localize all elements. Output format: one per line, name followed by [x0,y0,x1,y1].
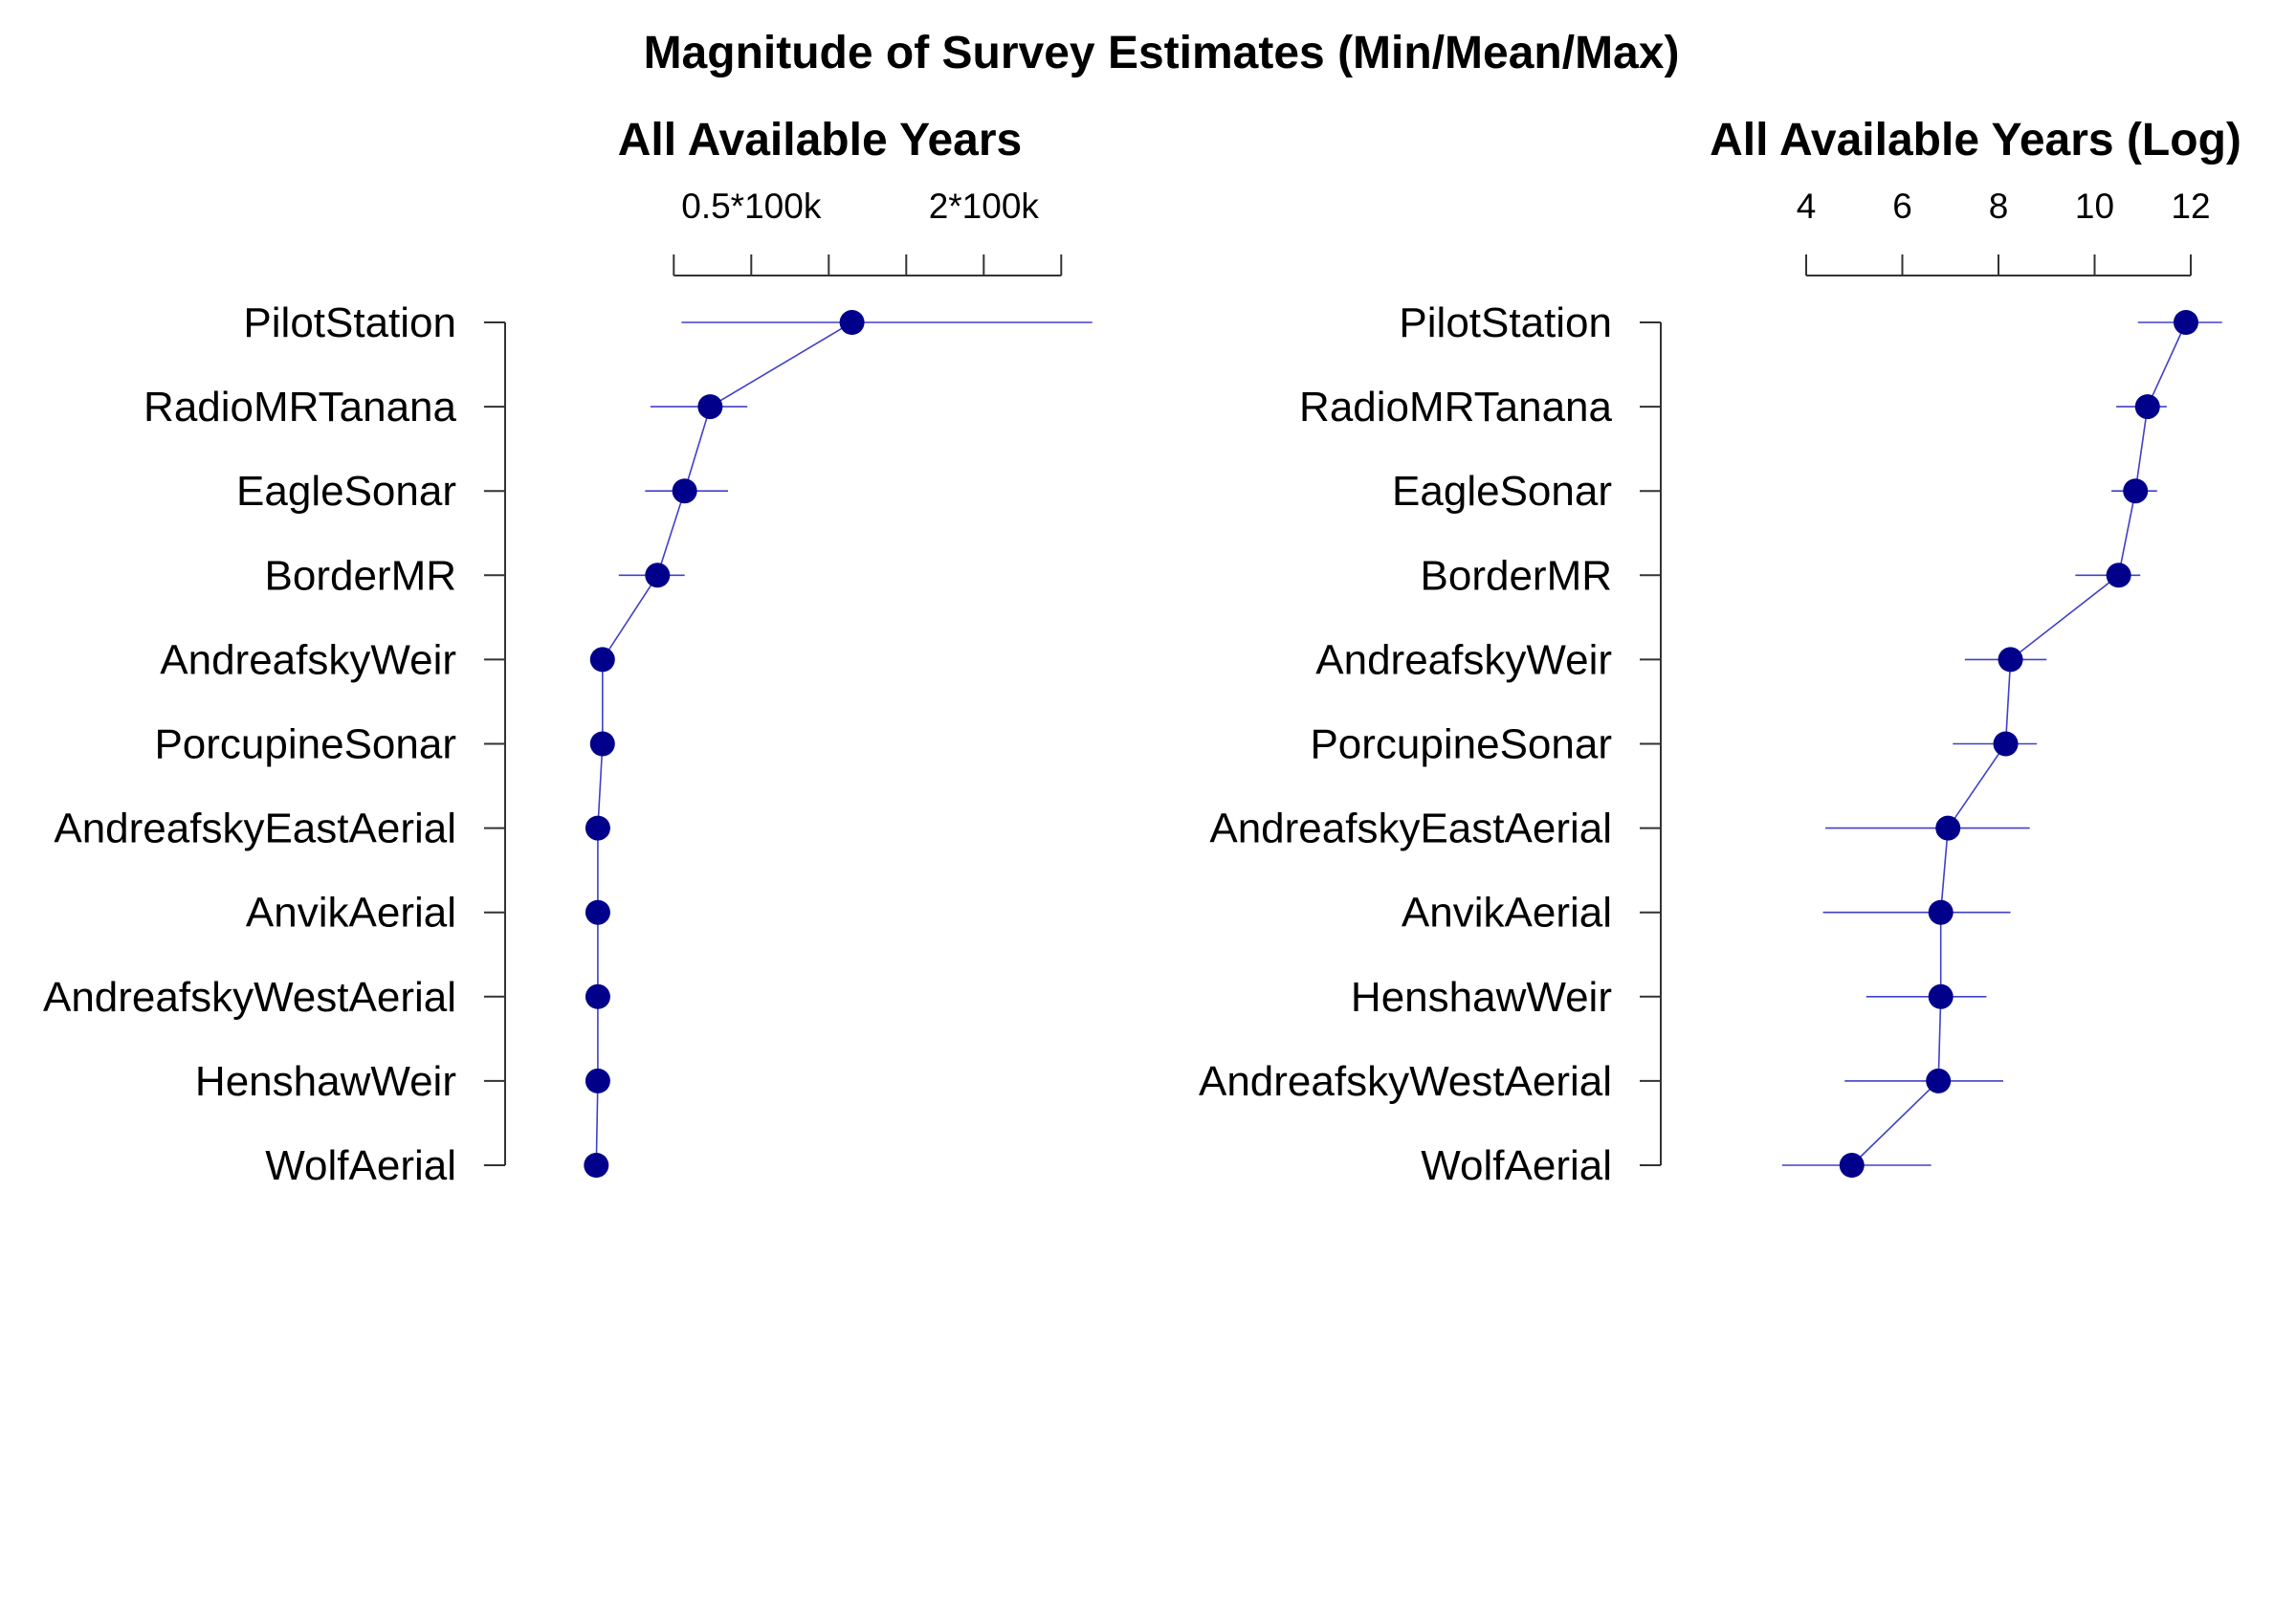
mean-point [585,1068,610,1093]
mean-point [2123,478,2149,504]
panel-title: All Available Years (Log) [1710,115,2241,166]
x-tick-label: 0.5*100k [681,187,822,226]
category-label: AndreafskyWeir [1315,636,1612,683]
category-label: PorcupineSonar [154,721,456,768]
mean-point [1935,815,1961,841]
category-label: PilotStation [243,299,456,346]
mean-point [589,647,615,673]
category-label: AndreafskyEastAerial [54,806,456,852]
mean-point [839,310,865,335]
x-tick-label: 6 [1892,187,1912,226]
mean-point [2106,563,2131,588]
category-label: AndreafskyWeir [160,636,456,683]
category-label: PorcupineSonar [1310,721,1612,768]
category-label: HenshawWeir [195,1058,456,1105]
x-tick-label: 4 [1797,187,1817,226]
mean-point [585,815,610,841]
mean-point [1993,731,2019,757]
category-label: BorderMR [265,552,457,599]
mean-point [1839,1153,1865,1178]
mean-point [585,983,610,1009]
category-label: BorderMR [1421,552,1613,599]
category-label: AnvikAerial [246,890,456,937]
category-label: PilotStation [1399,299,1612,346]
category-label: AndreafskyEastAerial [1209,806,1612,852]
mean-point [1926,1068,1952,1093]
chart-title: Magnitude of Survey Estimates (Min/Mean/… [644,28,1680,78]
panel-linear: All Available Years 0.5*100k 2*100k PilotSt… [43,115,1093,1189]
mean-point [2173,310,2198,335]
mean-point [2134,394,2160,420]
category-label: AndreafskyWestAerial [43,974,456,1021]
category-label: AndreafskyWestAerial [1199,1058,1612,1105]
x-tick-label: 2*100k [929,187,1040,226]
x-tick-label: 10 [2075,187,2114,226]
mean-point [697,394,723,420]
panel-title: All Available Years [618,115,1022,166]
mean-point [1928,899,1954,925]
x-tick-label: 8 [1989,187,2009,226]
mean-point [584,1153,609,1178]
category-label: AnvikAerial [1402,890,1612,937]
mean-point [1998,647,2023,673]
mean-point [645,563,671,588]
category-label: EagleSonar [236,468,456,515]
mean-point [672,478,697,504]
category-label: RadioMRTanana [1299,384,1612,431]
mean-point [589,731,615,757]
x-tick-label: 12 [2171,187,2210,226]
mean-connector-line [595,321,853,1166]
category-label: RadioMRTanana [144,384,456,431]
category-label: WolfAerial [265,1142,456,1189]
panel-log: All Available Years (Log) 4 6 8 10 12 PilotSta… [1199,115,2241,1189]
category-label: HenshawWeir [1351,974,1612,1021]
mean-point [1928,983,1954,1009]
category-label: WolfAerial [1421,1142,1612,1189]
mean-point [585,899,610,925]
category-label: EagleSonar [1392,468,1612,515]
